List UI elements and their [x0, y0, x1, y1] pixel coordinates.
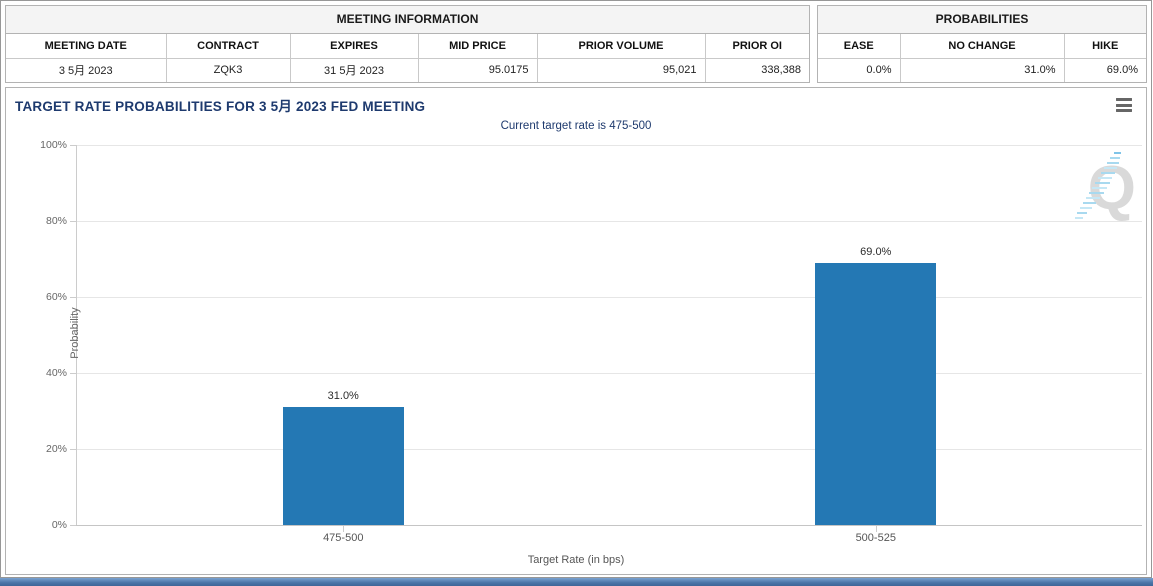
chart-title: TARGET RATE PROBABILITIES FOR 3 5月 2023 … — [15, 99, 426, 114]
y-axis-tick — [70, 449, 76, 450]
chart-subtitle: Current target rate is 475-500 — [500, 120, 652, 132]
x-axis-category-label: 475-500 — [323, 532, 364, 544]
gridline — [77, 145, 1142, 146]
bar-data-label: 31.0% — [327, 390, 359, 403]
probability-bar[interactable] — [282, 407, 404, 525]
prior-volume-value: 95,021 — [537, 58, 706, 82]
contract-value: ZQK3 — [166, 58, 291, 82]
probabilities-title: PROBABILITIES — [818, 6, 1146, 34]
y-axis-label: 60% — [45, 291, 67, 303]
no-change-value: 31.0% — [900, 58, 1065, 82]
col-header-prior-volume: PRIOR VOLUME — [537, 34, 706, 59]
y-axis-tick — [70, 145, 76, 146]
col-header-hike: HIKE — [1064, 34, 1146, 59]
col-header-contract: CONTRACT — [166, 34, 291, 59]
table-row: 3 5月 2023 ZQK3 31 5月 2023 95.0175 95,021… — [6, 58, 809, 82]
chart-menu-hamburger-icon[interactable] — [1114, 98, 1134, 114]
y-axis-label: 0% — [51, 519, 67, 531]
gridline — [77, 449, 1142, 450]
col-header-meeting-date: MEETING DATE — [6, 34, 167, 59]
y-axis-label: 40% — [45, 367, 67, 379]
y-axis-label: 80% — [45, 215, 67, 227]
prior-oi-value: 338,388 — [761, 64, 801, 77]
meeting-date-value: 3 5月 2023 — [6, 58, 167, 82]
y-axis-line — [76, 145, 77, 525]
expires-value: 31 5月 2023 — [290, 58, 419, 82]
x-axis-title: Target Rate (in bps) — [527, 554, 625, 566]
y-axis-label: 100% — [40, 139, 67, 151]
y-axis-tick — [70, 373, 76, 374]
x-axis-line — [76, 525, 1142, 526]
x-axis-tick — [875, 526, 877, 532]
ease-value: 0.0% — [818, 58, 901, 82]
footer-accent-bar — [0, 578, 1153, 586]
x-axis-tick — [343, 526, 345, 532]
meeting-information-panel: MEETING INFORMATION MEETING DATE CONTRAC… — [5, 5, 810, 83]
col-header-mid-price: MID PRICE — [418, 34, 538, 59]
table-row: 0.0% 31.0% 69.0% — [818, 58, 1146, 82]
y-axis-tick — [70, 297, 76, 298]
y-axis-title: Probability — [69, 307, 81, 359]
probabilities-table: EASE NO CHANGE HIKE 0.0% 31.0% 69.0% — [818, 34, 1146, 82]
gridline — [77, 297, 1142, 298]
col-header-no-change: NO CHANGE — [900, 34, 1065, 59]
col-header-ease: EASE — [818, 34, 901, 59]
plot-area: Probability 0% 20% 40% 60% 80% 100% 31.0% 475-… — [40, 139, 1142, 544]
x-axis-category-label: 500-525 — [855, 532, 896, 544]
mid-price-value: 95.0175 — [418, 58, 538, 82]
probability-bar[interactable] — [815, 262, 937, 525]
probabilities-panel: PROBABILITIES EASE NO CHANGE HIKE 0.0% 3… — [817, 5, 1147, 83]
y-axis-tick — [70, 221, 76, 222]
y-axis-label: 20% — [45, 443, 67, 455]
gridline — [77, 221, 1142, 222]
meeting-information-title: MEETING INFORMATION — [6, 6, 809, 34]
col-header-prior-oi: PRIOR OI — [705, 34, 809, 59]
hike-value: 69.0% — [1106, 64, 1138, 77]
y-axis-tick — [70, 525, 76, 526]
chart-panel: TARGET RATE PROBABILITIES FOR 3 5月 2023 … — [5, 87, 1147, 575]
bar-data-label: 69.0% — [860, 245, 892, 258]
col-header-expires: EXPIRES — [290, 34, 419, 59]
gridline — [77, 373, 1142, 374]
meeting-information-table: MEETING DATE CONTRACT EXPIRES MID PRICE … — [6, 34, 809, 82]
